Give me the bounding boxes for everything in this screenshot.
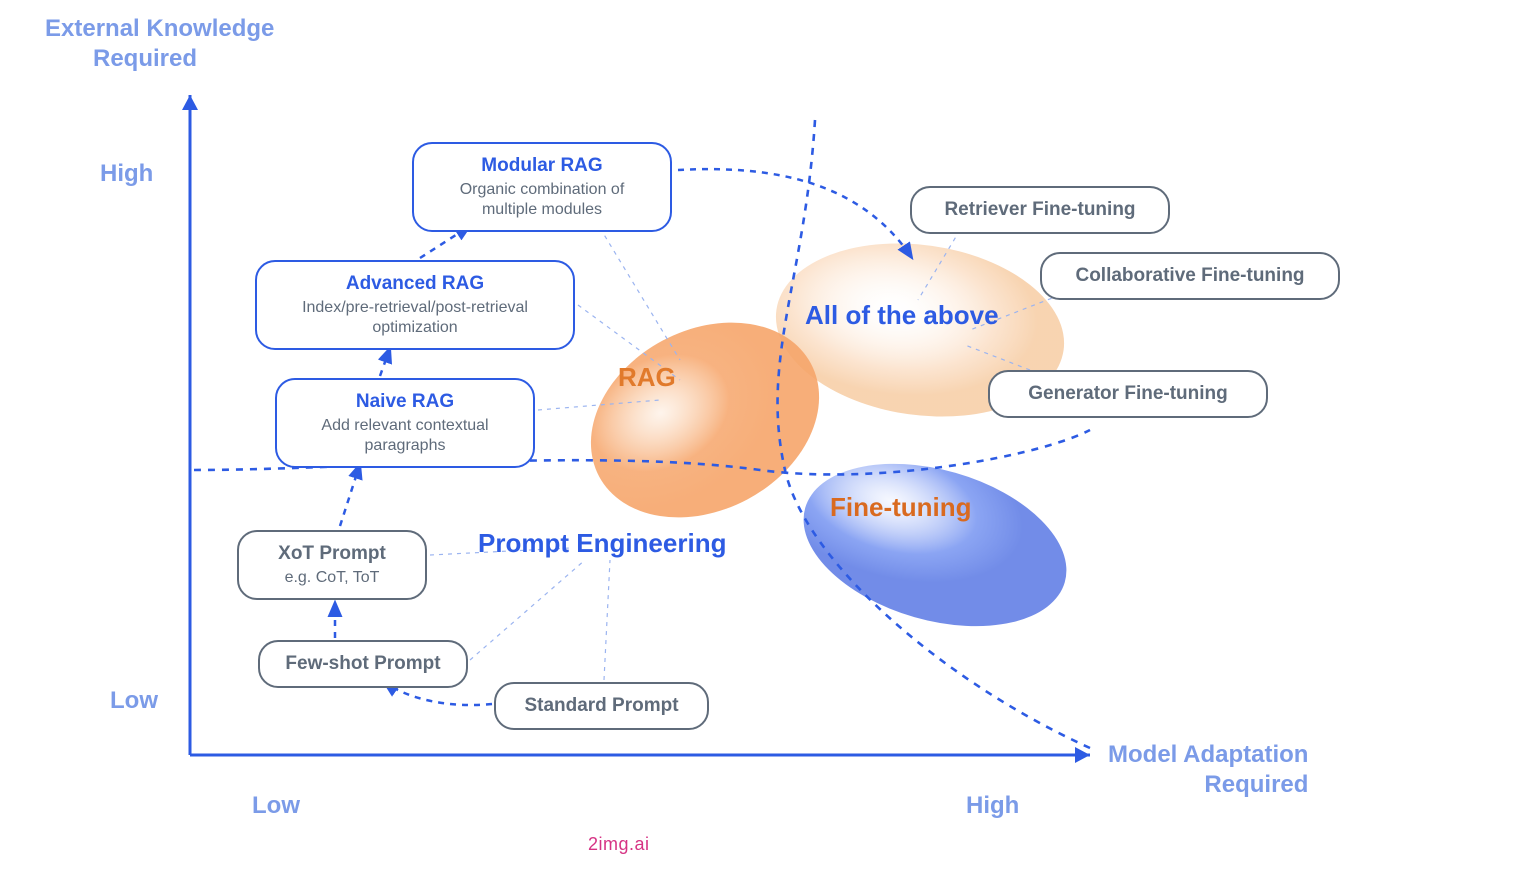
x-tick-low: Low xyxy=(252,792,300,820)
node-modular_rag-title: Modular RAG xyxy=(432,154,652,178)
x-axis-title-line2: Required xyxy=(1116,771,1308,798)
connector-modular_rag xyxy=(600,228,680,360)
node-advanced_rag: Advanced RAGIndex/pre-retrieval/post-ret… xyxy=(255,260,575,350)
y-tick-high: High xyxy=(100,160,153,188)
node-fewshot: Few-shot Prompt xyxy=(258,640,468,688)
connector-retriever_ft xyxy=(918,230,960,300)
region-label-all: All of the above xyxy=(805,300,999,331)
x-tick-high: High xyxy=(966,792,1019,820)
region-blobs xyxy=(557,226,1086,655)
watermark: 2img.ai xyxy=(588,834,650,855)
x-axis-title-line1: Model Adaptation xyxy=(1108,741,1308,768)
node-advanced_rag-title: Advanced RAG xyxy=(275,272,555,296)
node-retriever_ft-title: Retriever Fine-tuning xyxy=(930,198,1150,222)
node-modular_rag-subtitle: Organic combination ofmultiple modules xyxy=(432,180,652,220)
region-label-pe: Prompt Engineering xyxy=(478,528,726,559)
connector-fewshot xyxy=(470,560,585,660)
node-generator_ft-title: Generator Fine-tuning xyxy=(1008,382,1248,406)
node-xot-subtitle: e.g. CoT, ToT xyxy=(257,568,407,588)
node-modular_rag: Modular RAGOrganic combination ofmultipl… xyxy=(412,142,672,232)
arrow-modular-to-all xyxy=(678,169,912,258)
y-axis-title: External Knowledge Required xyxy=(45,14,274,74)
connector-standard xyxy=(604,560,610,680)
node-collab_ft: Collaborative Fine-tuning xyxy=(1040,252,1340,300)
arrow-naive-to-adv xyxy=(380,348,390,376)
connector-naive_rag xyxy=(538,400,660,410)
ft-blob xyxy=(785,436,1086,655)
node-collab_ft-title: Collaborative Fine-tuning xyxy=(1060,264,1320,288)
node-naive_rag-subtitle: Add relevant contextualparagraphs xyxy=(295,416,515,456)
node-naive_rag: Naive RAGAdd relevant contextualparagrap… xyxy=(275,378,535,468)
node-generator_ft: Generator Fine-tuning xyxy=(988,370,1268,418)
connector-generator_ft xyxy=(965,345,1030,370)
x-axis-title: Model Adaptation Required xyxy=(1108,740,1308,800)
node-standard: Standard Prompt xyxy=(494,682,709,730)
node-xot: XoT Prompte.g. CoT, ToT xyxy=(237,530,427,600)
y-axis-arrow xyxy=(182,95,198,110)
node-retriever_ft: Retriever Fine-tuning xyxy=(910,186,1170,234)
node-naive_rag-title: Naive RAG xyxy=(295,390,515,414)
arrow-xot-to-naive xyxy=(340,464,360,526)
y-axis-title-line2: Required xyxy=(45,45,197,72)
node-advanced_rag-subtitle: Index/pre-retrieval/post-retrievaloptimi… xyxy=(275,298,555,338)
x-axis-arrow xyxy=(1075,747,1090,763)
node-fewshot-title: Few-shot Prompt xyxy=(278,652,448,676)
node-standard-title: Standard Prompt xyxy=(514,694,689,718)
region-label-ft: Fine-tuning xyxy=(830,492,972,523)
region-label-rag: RAG xyxy=(618,362,676,393)
diagram-root: External Knowledge Required Model Adapta… xyxy=(0,0,1531,874)
y-axis-title-line1: External Knowledge xyxy=(45,15,274,42)
node-xot-title: XoT Prompt xyxy=(257,542,407,566)
y-tick-low: Low xyxy=(110,687,158,715)
